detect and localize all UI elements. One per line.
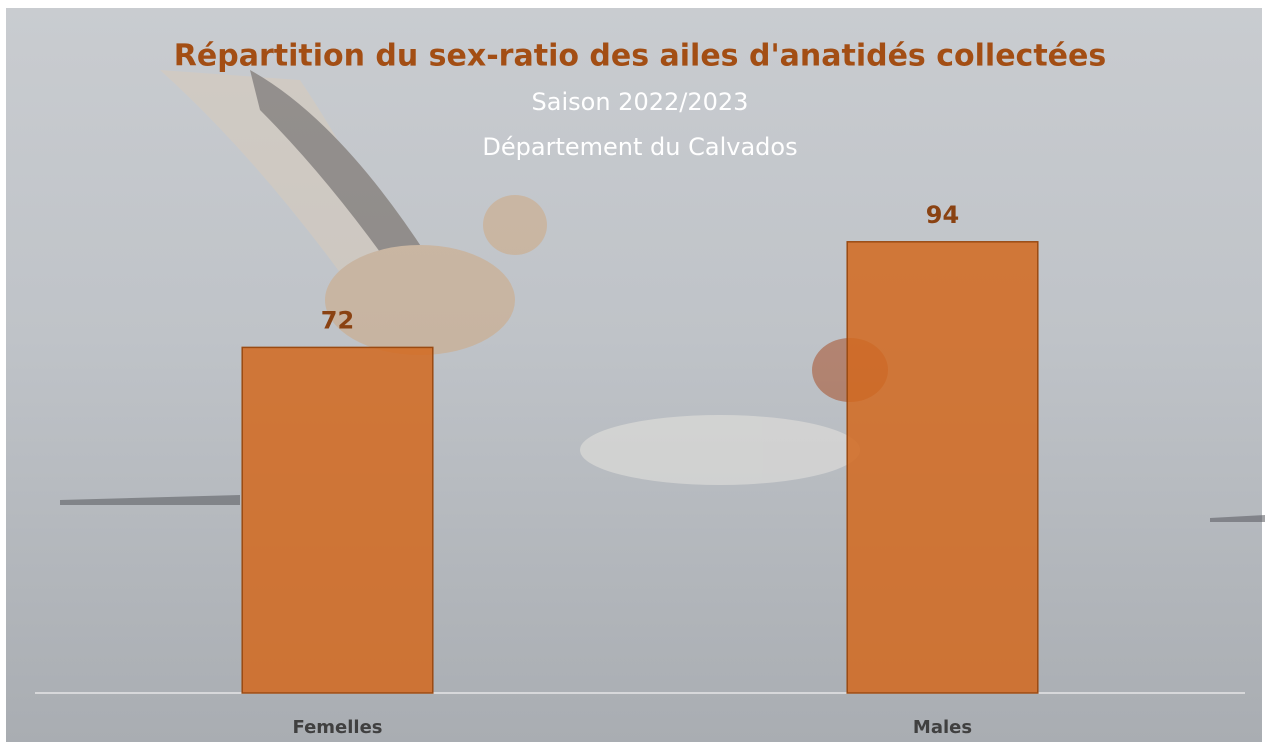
- data-label: 72: [321, 306, 354, 334]
- bar: [846, 241, 1039, 694]
- data-label: 94: [926, 201, 959, 229]
- chart-subtitle: Saison 2022/2023: [532, 88, 749, 116]
- chart-subtitle: Département du Calvados: [482, 133, 797, 161]
- background-photo: [6, 8, 1262, 742]
- chart-title: Répartition du sex-ratio des ailes d'ana…: [174, 39, 1106, 74]
- x-tick-label: Males: [913, 717, 972, 738]
- photo-details: [60, 70, 1265, 522]
- x-tick-label: Femelles: [293, 717, 383, 738]
- bar: [241, 346, 434, 694]
